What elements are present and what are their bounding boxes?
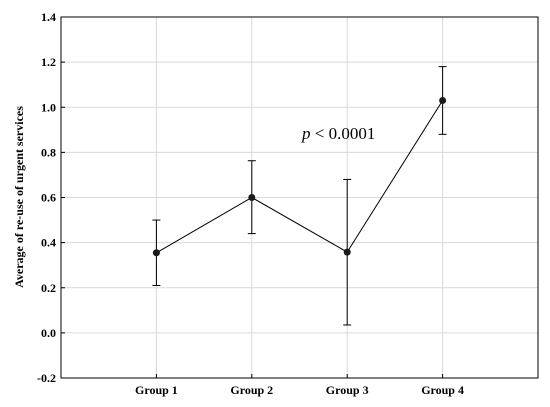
y-tick-label: 0.8 (41, 145, 56, 159)
y-tick-label: 0.2 (41, 281, 56, 295)
p-value-text: < 0.0001 (311, 124, 376, 143)
grid (61, 17, 538, 378)
x-tick-label: Group 3 (326, 383, 369, 397)
series (152, 66, 447, 326)
x-tick-label: Group 1 (135, 383, 178, 397)
y-tick-label: 0.4 (41, 236, 56, 250)
x-tick-label: Group 2 (230, 383, 273, 397)
y-tick-label: -0.2 (37, 371, 56, 385)
y-axis-label: Average of re-use of urgent services (12, 106, 26, 288)
y-tick-label: 0.0 (41, 326, 56, 340)
p-value-symbol: p (301, 124, 311, 143)
y-tick-label: 0.6 (41, 191, 56, 205)
axes: -0.2 0.0 0.2 0.4 0.6 0.8 1.0 1.2 1.4 Group 1 Group… (37, 10, 539, 397)
p-value-annotation: p < 0.0001 (301, 124, 375, 143)
y-tick-label: 1.0 (41, 100, 56, 114)
x-tick-label: Group 4 (421, 383, 464, 397)
series-line (156, 100, 444, 254)
data-point (248, 194, 256, 201)
y-tick-label: 1.4 (41, 10, 56, 24)
y-tick-label: 1.2 (41, 55, 56, 69)
data-point (439, 96, 447, 104)
data-point (343, 248, 351, 256)
data-point (152, 249, 160, 257)
